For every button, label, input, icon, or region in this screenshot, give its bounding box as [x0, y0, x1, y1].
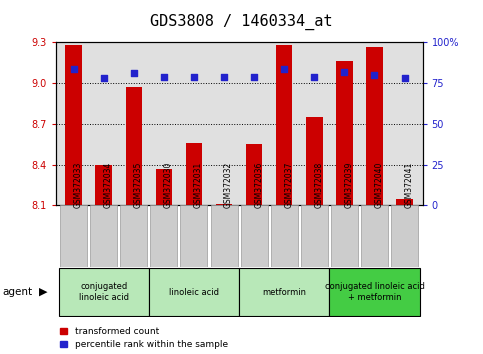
Bar — [150, 205, 177, 267]
Point — [220, 74, 228, 80]
Bar — [396, 199, 413, 205]
Text: metformin: metformin — [262, 287, 306, 297]
Bar — [156, 169, 172, 205]
Bar — [216, 204, 232, 205]
Point — [160, 74, 168, 80]
Bar — [276, 45, 293, 205]
Bar — [391, 205, 418, 267]
Bar — [181, 205, 208, 267]
Bar — [126, 87, 142, 205]
Text: GSM372034: GSM372034 — [104, 162, 113, 209]
Bar — [270, 205, 298, 267]
Point — [70, 66, 77, 72]
Point — [100, 75, 108, 81]
Bar — [336, 62, 353, 205]
Point — [341, 69, 348, 75]
Bar — [149, 268, 239, 316]
Bar — [366, 47, 383, 205]
Text: GSM372039: GSM372039 — [344, 162, 354, 209]
Point — [280, 66, 288, 72]
Bar — [90, 205, 117, 267]
Bar — [239, 268, 329, 316]
Text: GSM372035: GSM372035 — [134, 162, 143, 209]
Bar — [301, 205, 328, 267]
Bar — [96, 165, 112, 205]
Bar — [58, 268, 149, 316]
Point — [401, 75, 409, 81]
Point — [190, 74, 198, 80]
Text: GSM372033: GSM372033 — [73, 162, 83, 209]
Bar — [120, 205, 147, 267]
Bar — [331, 205, 358, 267]
Bar — [246, 144, 262, 205]
Text: conjugated linoleic acid
+ metformin: conjugated linoleic acid + metformin — [325, 282, 425, 302]
Point — [311, 74, 318, 80]
Bar — [185, 143, 202, 205]
Point — [130, 70, 138, 76]
Bar — [361, 205, 388, 267]
Bar — [329, 268, 420, 316]
Text: linoleic acid: linoleic acid — [169, 287, 219, 297]
Bar — [211, 205, 238, 267]
Bar — [241, 205, 268, 267]
Text: GSM372037: GSM372037 — [284, 162, 293, 209]
Text: ▶: ▶ — [39, 287, 48, 297]
Text: GSM372030: GSM372030 — [164, 162, 173, 209]
Text: GSM372032: GSM372032 — [224, 162, 233, 209]
Bar — [65, 45, 82, 205]
Text: GSM372041: GSM372041 — [405, 162, 413, 209]
Text: GSM372038: GSM372038 — [314, 162, 323, 209]
Text: agent: agent — [2, 287, 32, 297]
Bar — [306, 117, 323, 205]
Point — [250, 74, 258, 80]
Text: GSM372040: GSM372040 — [374, 162, 384, 209]
Point — [370, 72, 378, 78]
Text: conjugated
linoleic acid: conjugated linoleic acid — [79, 282, 128, 302]
Text: GSM372036: GSM372036 — [254, 162, 263, 209]
Text: GSM372031: GSM372031 — [194, 162, 203, 209]
Bar — [60, 205, 87, 267]
Legend: transformed count, percentile rank within the sample: transformed count, percentile rank withi… — [60, 327, 227, 349]
Text: GDS3808 / 1460334_at: GDS3808 / 1460334_at — [150, 14, 333, 30]
